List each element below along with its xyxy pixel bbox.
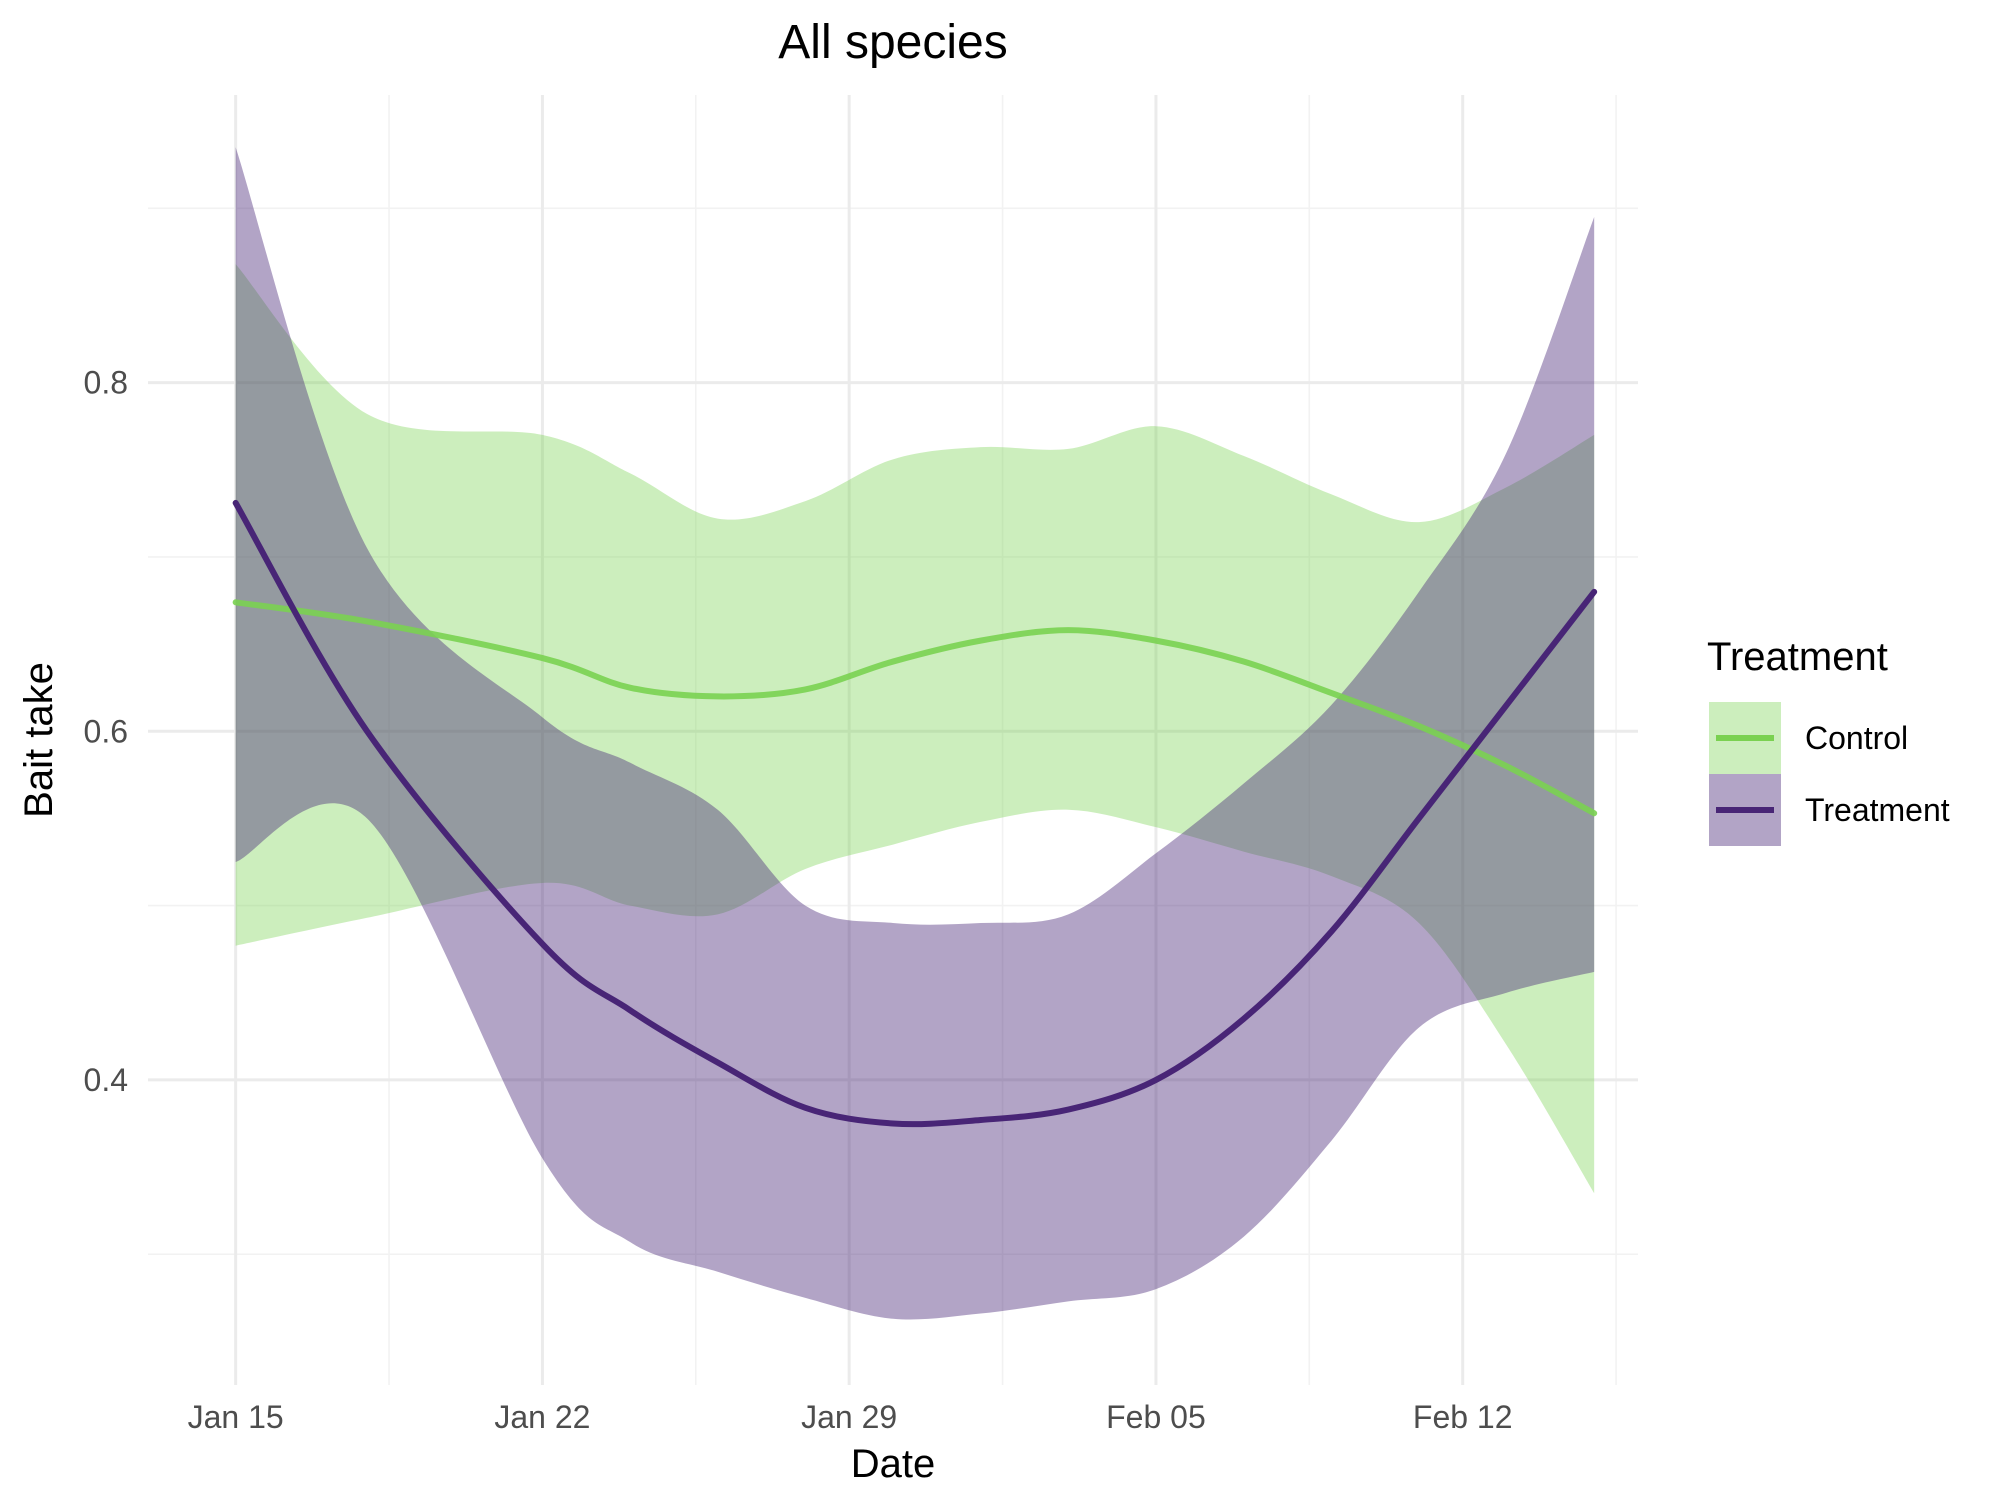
legend-title: Treatment [1707,635,1888,679]
y-tick-label: 0.4 [84,1062,128,1098]
grid-minor [148,95,1638,1385]
legend-key-treatment [1709,774,1781,846]
grid-major [148,95,1638,1385]
band-treatment [235,147,1595,1320]
line-treatment [232,499,1598,1128]
series-lines [232,499,1598,1128]
y-tick-label: 0.8 [84,365,128,401]
legend-items: Control Treatment [1709,702,1950,846]
confidence-bands [235,147,1595,1320]
x-tick-label: Jan 29 [801,1399,897,1435]
legend-label: Control [1805,720,1908,756]
x-tick-label: Jan 15 [188,1399,284,1435]
legend-label: Treatment [1805,792,1950,828]
y-tick-label: 0.6 [84,713,128,749]
line-control [232,599,1598,817]
y-axis-title: Bait take [17,662,61,818]
x-axis-title: Date [851,1442,936,1486]
legend: Treatment Control Treatment [1707,635,1950,846]
band-control [235,264,1595,1194]
legend-key-control [1709,702,1781,774]
x-tick-label: Feb 05 [1106,1399,1206,1435]
y-axis-ticks: 0.4 0.6 0.8 [84,365,128,1098]
x-tick-label: Feb 12 [1413,1399,1513,1435]
x-tick-label: Jan 22 [494,1399,590,1435]
x-axis-ticks: Jan 15 Jan 22 Jan 29 Feb 05 Feb 12 [188,1399,1513,1435]
chart-title: All species [778,16,1007,69]
